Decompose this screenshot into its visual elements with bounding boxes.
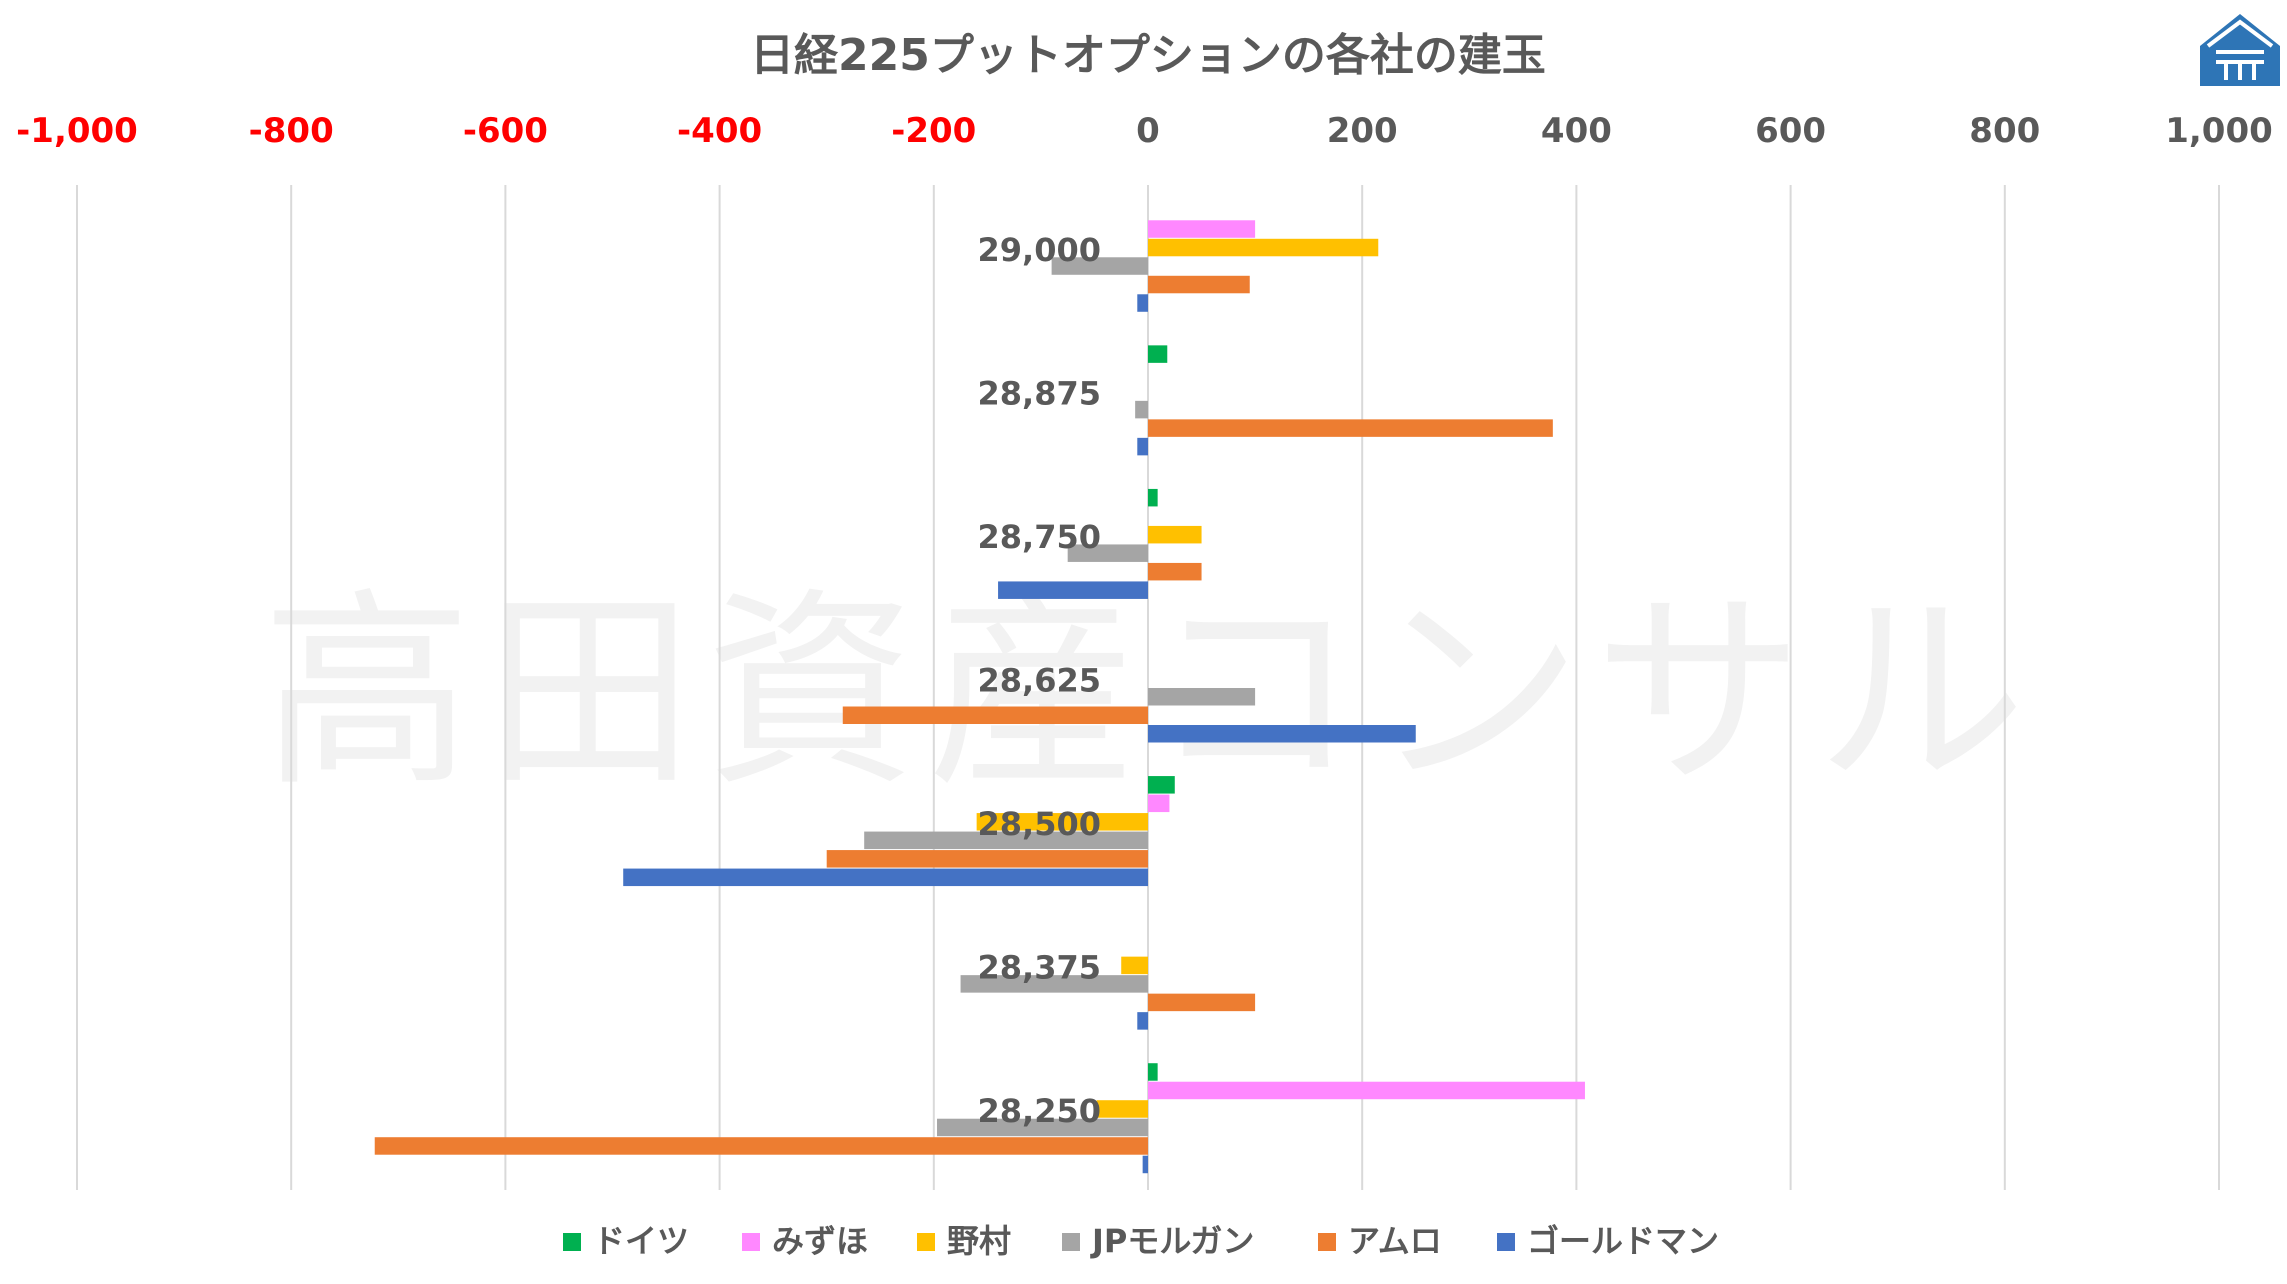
category-label: 28,750 [978, 518, 1101, 556]
legend-label: 野村 [947, 1222, 1011, 1260]
bar [1148, 562, 1202, 581]
bar [623, 868, 1148, 887]
legend-label: JPモルガン [1090, 1222, 1254, 1260]
category-label: 29,000 [978, 231, 1101, 269]
bar [1135, 400, 1148, 419]
legend-label: みずほ [772, 1222, 868, 1260]
bar [374, 1137, 1148, 1155]
bar [1137, 294, 1148, 312]
legend-swatch [1497, 1233, 1515, 1251]
chart-title: 日経225プットオプションの各社の建玉 [750, 30, 1546, 81]
bar [1148, 345, 1168, 363]
bar [1148, 419, 1553, 437]
x-tick-label: 0 [1136, 111, 1160, 151]
legend-swatch [563, 1233, 581, 1251]
legend-swatch [1062, 1233, 1080, 1251]
bar [1051, 257, 1148, 275]
category-label: 28,875 [978, 374, 1101, 412]
watermark: 高田資産コンサル [262, 570, 2038, 815]
bar [1148, 993, 1256, 1012]
bar [1148, 220, 1256, 238]
bar [1148, 525, 1202, 544]
legend-swatch [742, 1233, 760, 1251]
bar [1148, 776, 1175, 794]
legend-label: ゴールドマン [1527, 1222, 1719, 1260]
x-tick-label: 400 [1541, 111, 1612, 151]
blue-house-logo [2200, 14, 2280, 86]
legend-swatch [1318, 1233, 1336, 1251]
bar [1148, 1081, 1585, 1100]
bar [1137, 1012, 1148, 1030]
bar [1148, 275, 1250, 294]
x-tick-label: -200 [891, 111, 976, 151]
bar [842, 706, 1148, 724]
bar [1148, 1063, 1158, 1081]
x-tick-label: 800 [1969, 111, 2040, 151]
legend-label: ドイツ [593, 1222, 689, 1260]
legend: ドイツ みずほ 野村 JPモルガン アムロ ゴールドマン [563, 1222, 1719, 1260]
bar [937, 1118, 1148, 1137]
bar [864, 831, 1148, 850]
legend-label: アムロ [1348, 1222, 1442, 1260]
bar [1121, 956, 1148, 975]
bar [1148, 794, 1170, 813]
x-tick-label: -400 [677, 111, 762, 151]
category-label: 28,625 [978, 662, 1101, 700]
bar [826, 850, 1148, 868]
x-tick-label: -1,000 [16, 111, 138, 151]
category-label: 28,250 [978, 1092, 1101, 1130]
bar [1142, 1155, 1148, 1174]
bar [1148, 688, 1256, 706]
bar [960, 975, 1148, 993]
category-label: 28,375 [978, 949, 1101, 987]
legend-swatch [917, 1233, 935, 1251]
x-tick-label: -800 [249, 111, 334, 151]
x-tick-label: -600 [463, 111, 548, 151]
bar [976, 813, 1148, 831]
bars [374, 220, 1585, 1174]
bar [1137, 437, 1148, 456]
x-tick-label: 200 [1327, 111, 1398, 151]
bar [1148, 725, 1416, 743]
x-tick-label: 1,000 [2165, 111, 2273, 151]
bar [1096, 1100, 1148, 1118]
category-label: 28,500 [978, 805, 1101, 843]
x-axis-ticks: -1,000 -800 -600 -400 -200 0 200 400 600 800 1,000 [16, 111, 2273, 151]
bar [1067, 544, 1148, 562]
bar [1148, 238, 1379, 257]
bar [1148, 488, 1158, 507]
x-tick-label: 600 [1755, 111, 1826, 151]
category-labels: 29,000 28,875 28,750 28,625 28,500 28,375 28,2… [978, 231, 1101, 1130]
grid [76, 185, 2220, 1190]
bar [998, 581, 1148, 599]
